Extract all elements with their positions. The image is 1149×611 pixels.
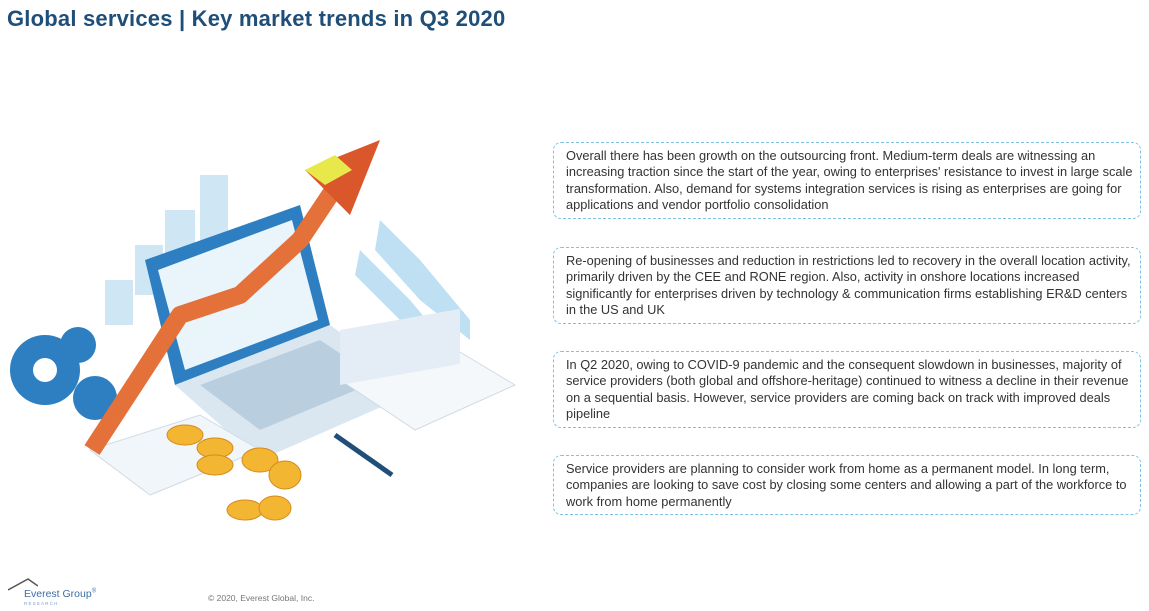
everest-mountain-icon — [8, 578, 38, 591]
documents-icon — [88, 308, 517, 496]
pen-icon — [333, 432, 394, 478]
trend-box-3: In Q2 2020, owing to COVID-9 pandemic an… — [553, 351, 1141, 428]
page-title: Global services | Key market trends in Q… — [7, 6, 506, 31]
logo-text: Everest Group® — [24, 588, 96, 600]
logo-name: Everest Group — [24, 588, 92, 600]
coin-icons — [166, 424, 302, 521]
logo-mark: ® — [91, 588, 97, 595]
logo-subtitle: RESEARCH — [24, 601, 59, 606]
trend-box-1: Overall there has been growth on the out… — [553, 142, 1141, 219]
growth-illustration — [10, 140, 517, 521]
trend-box-2: Re-opening of businesses and reduction i… — [553, 247, 1141, 324]
gear-icons — [10, 327, 117, 420]
trend-box-4: Service providers are planning to consid… — [553, 455, 1141, 516]
copyright: © 2020, Everest Global, Inc. — [208, 593, 315, 603]
growth-arrow-icon — [84, 140, 380, 455]
